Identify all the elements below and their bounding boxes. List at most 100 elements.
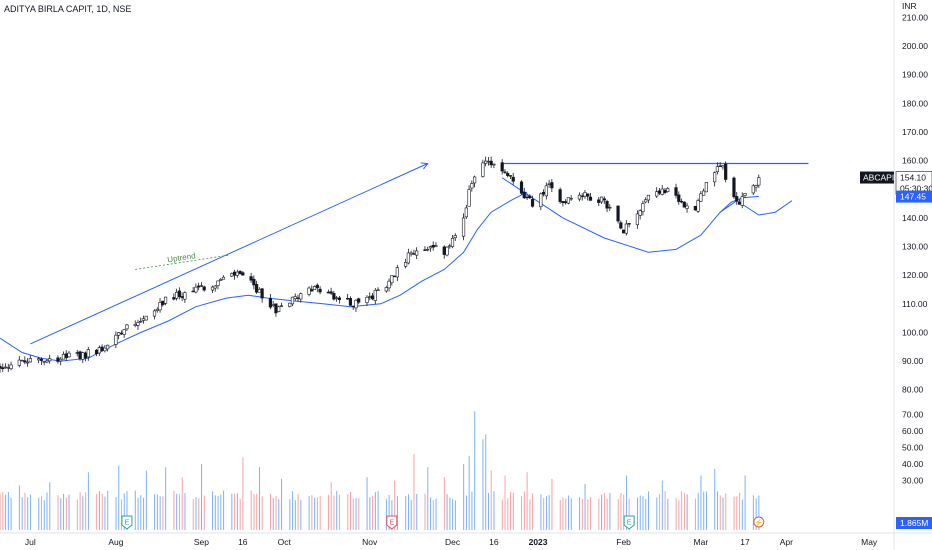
candle-up [757,177,761,186]
price-tick-label: 100.00 [902,327,928,337]
volume-bar [562,497,564,530]
time-tick-label: May [861,537,878,547]
volume-tick-label: 70.00 [902,410,924,420]
candle-up [6,367,10,369]
candle-down [119,332,124,335]
volume-bar [43,500,45,530]
volume-bar [752,495,754,530]
volume-bar [314,498,316,530]
candle-down [100,346,104,351]
volume-bar [162,496,164,530]
volume-bar [648,491,650,530]
candle-up [450,237,455,247]
volume-bar [231,493,233,530]
candle-down [431,244,435,248]
volume-bar [165,467,167,530]
volume-bar [101,493,103,530]
volume-bar [121,499,123,530]
candle-up [638,210,642,216]
volume-bar [24,492,26,530]
volume-bar [407,494,409,530]
annotation-text: Uptrend [167,251,197,264]
candle-down [732,177,736,198]
volume-bar [543,498,545,530]
volume-bar [256,493,258,530]
price-tick-label: 190.00 [902,70,928,80]
volume-bar [686,494,688,530]
candle-up [9,364,13,370]
price-tick-label: 130.00 [902,242,928,252]
volume-bar [523,491,525,530]
candle-up [448,245,452,248]
candle-down [530,199,535,207]
candle-up [368,296,372,298]
candle-down [296,297,300,299]
candle-up [230,273,234,277]
candle-down [326,291,330,294]
volume-bar [645,498,647,530]
candle-down [172,297,176,300]
time-axis[interactable]: Jul Aug Sep 16 Oct Nov Dec 16 2023 Feb Mar 17 Apr May [25,537,878,547]
candle-down [423,249,427,251]
time-tick-label: Sep [194,537,209,547]
volume-bar [468,455,470,530]
candle-up [219,279,223,281]
time-tick-label: Nov [362,537,378,547]
candle-down [0,365,2,369]
volume-bar [683,492,685,530]
chart-title: ADITYA BIRLA CAPIT, 1D, NSE [4,4,131,14]
volume-bar [107,490,109,530]
split-marker-icon [753,516,765,528]
candle-down [412,253,416,255]
time-tick-label: 16 [238,537,248,547]
candle-down [94,349,99,354]
price-tick-label: 80.00 [902,385,924,395]
candle-up [103,347,107,352]
candle-down [357,298,361,303]
candle-up [199,285,204,287]
candle-down [202,286,206,291]
candle-up [715,166,720,173]
volume-bar [156,494,158,530]
candle-up [3,366,8,369]
candle-up [158,302,162,311]
volume-bar [559,499,561,530]
volume-bar [739,492,741,530]
candle-down [627,223,631,225]
volume-bar [454,500,456,530]
time-tick-label: Feb [616,537,631,547]
volume-bar [432,500,434,530]
candles [0,156,761,373]
volume-bar [319,495,321,530]
volume-bar [239,498,241,530]
candle-down [249,276,253,281]
candle-up [194,286,198,293]
volume-bar [79,492,81,530]
volume-bar [178,494,180,530]
candle-down [238,271,242,275]
candle-down [693,206,697,211]
volume-bar [681,491,683,530]
volume-bar [201,464,203,530]
volume-bar [521,496,523,530]
volume-bar [598,498,600,530]
event-markers: E E E ⚡ [121,515,765,530]
volume-bar [333,495,335,530]
candle-up [434,245,438,247]
volume-bar [60,498,62,530]
time-tick-label: 17 [740,537,750,547]
volume-bar [350,491,352,530]
candle-up [25,361,30,364]
volume-bar [388,495,390,530]
volume-bar [617,499,619,530]
volume-bar [568,495,570,530]
volume-bar [427,467,429,530]
volume-bar [474,411,476,530]
candle-down [677,194,681,202]
price-axis[interactable]: 210.00200.00190.00180.00170.00160.00150.… [902,12,928,485]
candle-up [544,185,548,197]
volume-bar [551,478,553,530]
candle-up [754,185,758,188]
